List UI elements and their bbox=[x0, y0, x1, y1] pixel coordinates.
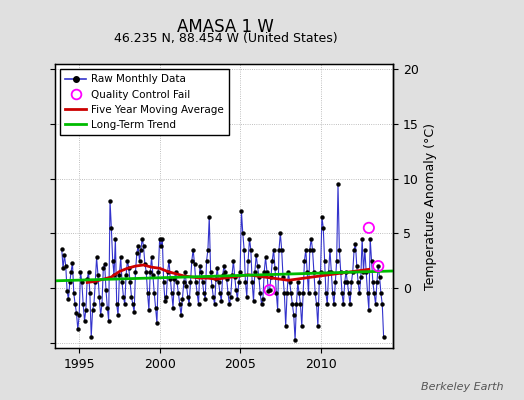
Point bbox=[374, 263, 383, 269]
Point bbox=[266, 287, 274, 293]
Legend: Raw Monthly Data, Quality Control Fail, Five Year Moving Average, Long-Term Tren: Raw Monthly Data, Quality Control Fail, … bbox=[60, 69, 230, 135]
Text: Berkeley Earth: Berkeley Earth bbox=[421, 382, 503, 392]
Y-axis label: Temperature Anomaly (°C): Temperature Anomaly (°C) bbox=[424, 122, 437, 290]
Text: AMASA 1 W: AMASA 1 W bbox=[177, 18, 274, 36]
Point bbox=[365, 225, 373, 231]
Text: 46.235 N, 88.454 W (United States): 46.235 N, 88.454 W (United States) bbox=[114, 32, 337, 45]
